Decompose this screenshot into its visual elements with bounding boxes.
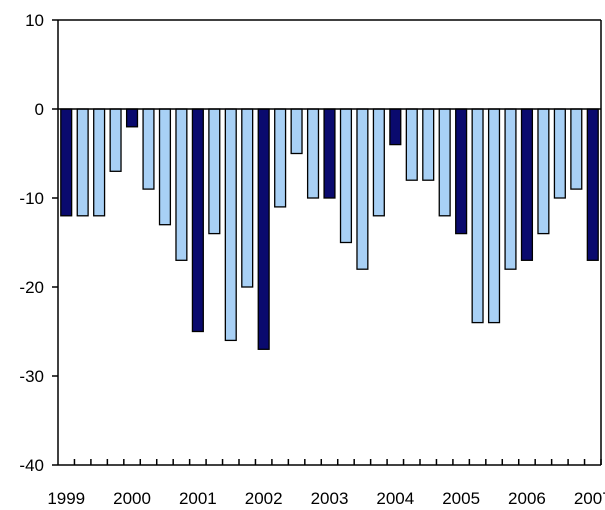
x-tick-label: 2001 — [179, 489, 217, 508]
bar — [93, 108, 106, 217]
bar — [487, 108, 501, 324]
x-tick-label: 2005 — [442, 489, 480, 508]
bar — [208, 108, 221, 235]
bar — [553, 108, 566, 199]
bar — [520, 108, 534, 261]
x-axis-ticks: 1999 2000 2001 2002 2003 2004 2005 2006 2007 — [47, 459, 605, 508]
bar — [471, 108, 484, 324]
bar — [224, 108, 237, 342]
bar — [389, 108, 402, 146]
bar — [537, 108, 550, 235]
bar — [372, 108, 385, 217]
bar — [158, 108, 172, 226]
y-tick-label: 0 — [35, 100, 44, 119]
bar — [175, 108, 188, 261]
bar — [60, 108, 73, 217]
bar — [339, 108, 353, 244]
bar — [323, 108, 336, 199]
bar — [570, 108, 583, 190]
y-tick-label: -10 — [19, 189, 44, 208]
bar — [257, 108, 270, 350]
bar — [274, 108, 287, 208]
bar — [422, 108, 435, 181]
bar — [504, 108, 517, 270]
bar — [455, 108, 468, 235]
bar — [241, 108, 254, 288]
bars-group — [60, 108, 599, 350]
bar — [356, 108, 369, 270]
y-tick-label: -40 — [19, 456, 44, 475]
bar — [438, 108, 451, 217]
bar — [191, 108, 204, 333]
y-tick-label: 10 — [25, 11, 44, 30]
bar — [405, 108, 418, 181]
x-tick-label: 2003 — [311, 489, 349, 508]
x-tick-label: 2006 — [508, 489, 546, 508]
x-tick-label: 2002 — [245, 489, 283, 508]
y-axis-ticks: 10 0 -10 -20 -30 -40 — [19, 11, 58, 475]
bar — [586, 108, 599, 261]
bar — [306, 108, 320, 199]
bar — [125, 108, 139, 128]
bar — [290, 108, 303, 155]
y-tick-label: -20 — [19, 278, 44, 297]
bar — [142, 108, 155, 190]
x-tick-label: 2007 — [574, 489, 605, 508]
bar — [76, 108, 89, 217]
x-tick-label: 2000 — [113, 489, 151, 508]
x-tick-label: 2004 — [376, 489, 414, 508]
x-tick-label: 1999 — [47, 489, 85, 508]
bar — [109, 108, 122, 172]
y-tick-label: -30 — [19, 367, 44, 386]
